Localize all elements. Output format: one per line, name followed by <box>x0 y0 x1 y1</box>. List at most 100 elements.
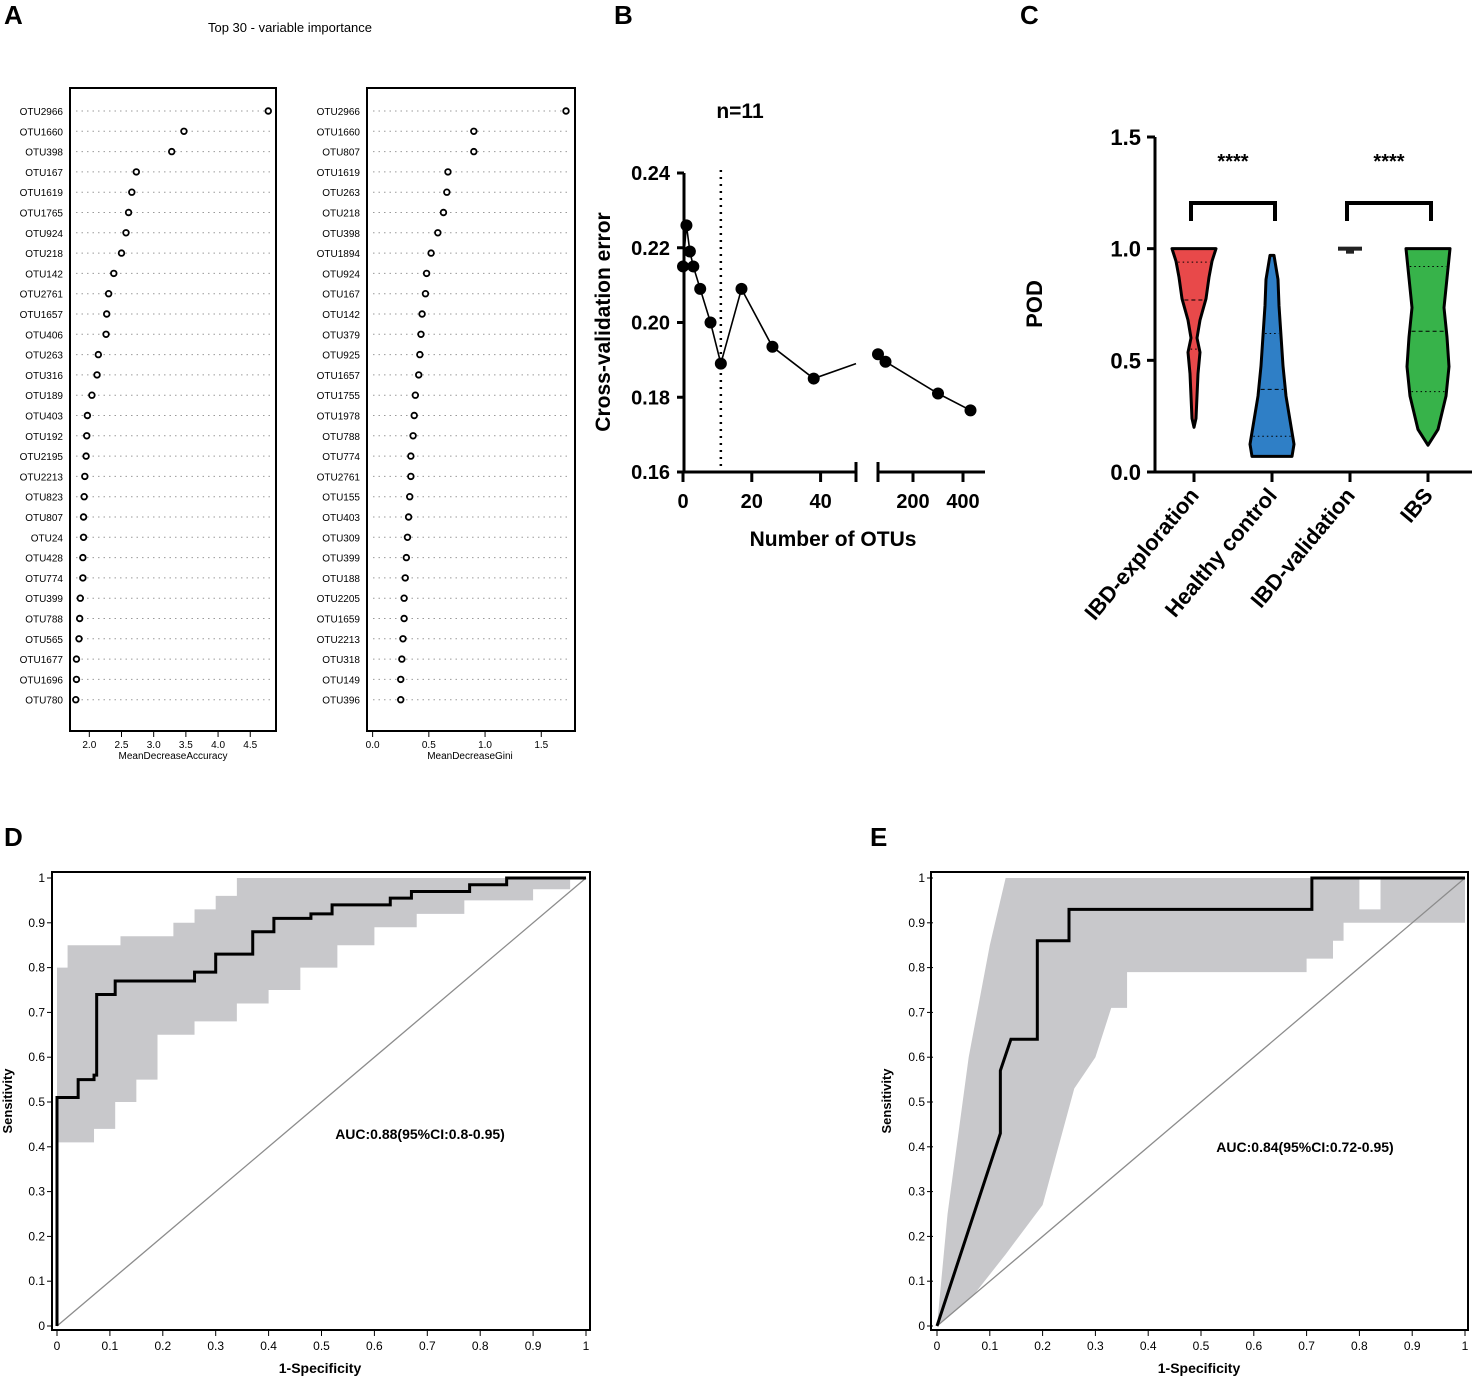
mda-point <box>124 208 133 217</box>
mda-point <box>102 310 111 318</box>
gini-point <box>400 614 408 623</box>
roc-e-xtick-label: 0.3 <box>1087 1339 1104 1353</box>
mda-point <box>168 147 176 156</box>
gini-row-label: OTU1978 <box>317 412 361 423</box>
b-line-right <box>877 353 971 412</box>
roc-e-ytick-label: 0.2 <box>908 1229 925 1243</box>
roc-e-xtick-label: 0.5 <box>1193 1339 1210 1353</box>
roc-d-ytick-label: 0.3 <box>28 1185 45 1199</box>
gini-point <box>417 330 425 338</box>
gini-point <box>402 553 411 562</box>
gini-point <box>403 533 412 541</box>
gini-xtick-label: 0.0 <box>366 740 380 751</box>
roc-e-xtick-label: 0.1 <box>981 1339 998 1353</box>
gini-point <box>410 411 418 420</box>
b-point <box>879 355 892 368</box>
mda-point <box>76 594 84 602</box>
mda-row-label: OTU1677 <box>20 655 64 666</box>
mda-row-label: OTU192 <box>25 432 63 443</box>
mda-row-label: OTU403 <box>25 412 63 423</box>
gini-row-label: OTU2205 <box>317 594 361 605</box>
b-line-left <box>682 225 857 380</box>
roc-d-xtick-label: 0 <box>54 1339 61 1353</box>
mda-row-label: OTU218 <box>25 249 63 260</box>
roc-d-ytick-label: 0.6 <box>28 1050 45 1064</box>
roc-e-ytick-label: 0 <box>918 1319 925 1333</box>
gini-row-label: OTU403 <box>322 513 360 524</box>
roc-e-ytick-label: 0.6 <box>908 1050 925 1064</box>
roc-e-xtick-label: 0.9 <box>1404 1339 1421 1353</box>
roc-d-xtick-label: 0.1 <box>102 1339 119 1353</box>
panel-d: 0 0.1 0.2 0.3 0.4 0.5 0.6 0.7 0.8 0.9 1 0 0.1 0.2 0.3 0… <box>0 871 591 1376</box>
b-xtick-label: 0 <box>677 491 688 513</box>
panel-b-xlabel: Number of OTUs <box>750 528 917 551</box>
mda-point <box>83 411 92 420</box>
mda-point <box>75 614 84 623</box>
mda-row-label: OTU428 <box>25 554 63 565</box>
gini-row-label: OTU1660 <box>317 127 361 138</box>
mda-point <box>79 513 88 521</box>
mda-xtick-label: 4.5 <box>243 740 257 751</box>
c-significance-label: **** <box>1373 151 1404 173</box>
gini-row-label: OTU807 <box>322 148 360 159</box>
mda-row-label: OTU1619 <box>20 188 64 199</box>
roc-e-ytick-label: 0.4 <box>908 1140 925 1154</box>
c-ytick-label: 0.0 <box>1110 460 1141 485</box>
dotchart-left-frame <box>69 87 277 732</box>
panel-b-ylabel: Cross-validation error <box>592 212 615 431</box>
dotchart-right-xlabel: MeanDecreaseGini <box>427 751 513 762</box>
roc-d-ytick-label: 0.5 <box>28 1095 45 1109</box>
gini-point <box>399 635 407 643</box>
b-point <box>677 260 689 273</box>
roc-d-xtick-label: 0.7 <box>419 1339 436 1353</box>
roc-d-ytick-label: 0.8 <box>28 961 45 975</box>
roc-d-ci-band <box>57 878 586 1143</box>
mda-row-label: OTU399 <box>25 594 63 605</box>
mda-point <box>94 350 103 359</box>
mda-xtick-label: 2.5 <box>115 740 129 751</box>
gini-row-label: OTU263 <box>322 188 360 199</box>
mda-row-label: OTU2966 <box>20 107 64 118</box>
c-violin-healthy-control <box>1248 253 1296 458</box>
gini-point <box>411 391 420 399</box>
gini-xtick-label: 1.0 <box>478 740 492 751</box>
gini-point <box>439 208 448 217</box>
mda-xtick-label: 2.0 <box>82 740 96 751</box>
gini-row-label: OTU774 <box>322 452 360 463</box>
roc-d-frame <box>51 871 591 1331</box>
panel-a: Top 30 - variable importance OTU2966 OTU1… <box>20 20 576 762</box>
b-xtick-label: 20 <box>741 491 763 513</box>
roc-e-xlabel: 1-Specificity <box>1158 1360 1241 1376</box>
roc-d-ytick-label: 0.7 <box>28 1005 45 1019</box>
gini-point <box>404 513 413 521</box>
panel-b-annotation: n=11 <box>716 100 764 123</box>
c-ytick-label: 1.0 <box>1110 237 1141 262</box>
b-ytick-label: 0.22 <box>631 238 670 260</box>
b-xtick-label: 200 <box>896 491 929 513</box>
b-point <box>807 372 820 385</box>
mda-point <box>122 229 130 237</box>
roc-e-xtick-label: 0.4 <box>1140 1339 1157 1353</box>
gini-point <box>421 290 430 298</box>
roc-e-ytick-label: 0.3 <box>908 1185 925 1199</box>
mda-row-label: OTU189 <box>25 391 63 402</box>
panel-c-ylabel: POD <box>1022 280 1047 328</box>
roc-d-auc: AUC:0.88(95%CI:0.8-0.95) <box>335 1126 505 1142</box>
mda-row-label: OTU807 <box>25 513 63 524</box>
roc-e-xtick-label: 0 <box>934 1339 941 1353</box>
mda-point <box>102 330 110 338</box>
c-significance-bracket <box>1345 201 1433 221</box>
b-point <box>766 340 779 353</box>
gini-point <box>444 168 452 176</box>
dotchart-right-frame <box>366 87 576 732</box>
mda-point <box>75 635 83 643</box>
gini-point <box>401 574 409 582</box>
mda-row-label: OTU167 <box>25 168 63 179</box>
roc-e-xtick-label: 0.6 <box>1245 1339 1262 1353</box>
gini-point <box>418 310 426 318</box>
roc-e-ytick-label: 0.1 <box>908 1274 925 1288</box>
gini-row-label: OTU167 <box>322 290 360 301</box>
roc-e-auc: AUC:0.84(95%CI:0.72-0.95) <box>1216 1139 1393 1155</box>
